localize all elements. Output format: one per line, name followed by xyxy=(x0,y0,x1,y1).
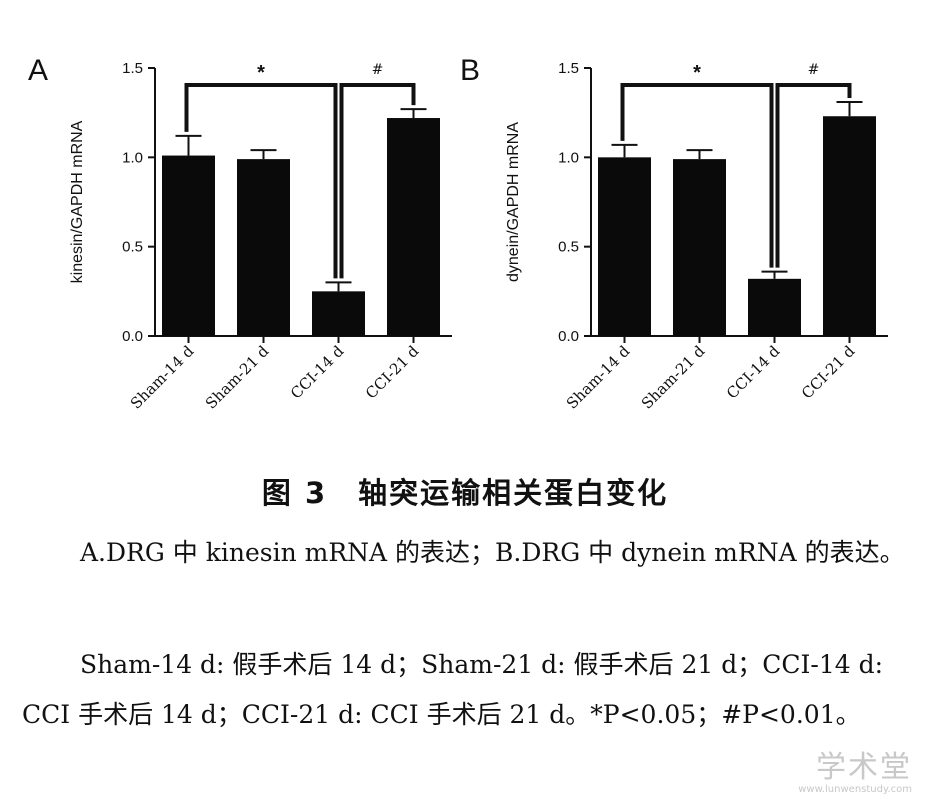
y-tick-label: 0.0 xyxy=(122,328,143,345)
bar xyxy=(598,157,651,336)
significance-symbol: # xyxy=(372,62,384,78)
figure-charts: A 0.0 0.5 1.0 1.5 kinesin/GAPDH mRNA Sham-14 d… xyxy=(28,54,888,413)
y-axis-label: kinesin/GAPDH mRNA xyxy=(69,120,86,283)
y-tick-label: 0.0 xyxy=(558,328,579,345)
y-tick-label: 0.5 xyxy=(122,239,143,256)
category-label: CCI-21 d xyxy=(798,342,859,403)
category-label: CCI-14 d xyxy=(723,342,784,403)
y-tick-label: 1.5 xyxy=(558,60,579,77)
bar xyxy=(162,155,215,336)
watermark-logo: 学术堂 xyxy=(816,750,912,785)
panel-label: A xyxy=(28,54,48,87)
watermark-url: www.lunwenstudy.com xyxy=(798,784,912,795)
figure-title: 图 3 轴突运输相关蛋白变化 xyxy=(261,476,669,510)
panel-a-chart: A 0.0 0.5 1.0 1.5 kinesin/GAPDH mRNA Sham-14 d… xyxy=(28,54,452,413)
y-tick-label: 1.5 xyxy=(122,60,143,77)
significance-symbol: * xyxy=(257,62,265,84)
bar xyxy=(673,159,726,336)
caption-groups: Sham-14 d: 假手术后 14 d；Sham-21 d: 假手术后 21 … xyxy=(22,650,884,729)
y-tick-label: 1.0 xyxy=(558,149,579,166)
category-label: Sham-14 d xyxy=(127,342,198,413)
category-label: Sham-21 d xyxy=(202,342,273,413)
y-tick-label: 1.0 xyxy=(122,149,143,166)
bar xyxy=(387,118,440,336)
category-label: CCI-21 d xyxy=(362,342,423,403)
y-tick-label: 0.5 xyxy=(558,239,579,256)
panel-label: B xyxy=(460,54,480,87)
caption-panels: A.DRG 中 kinesin mRNA 的表达；B.DRG 中 dynein … xyxy=(80,538,905,567)
significance-bracket xyxy=(339,83,416,279)
significance-bracket xyxy=(775,83,852,268)
significance-bracket xyxy=(184,83,338,279)
bar xyxy=(312,291,365,336)
y-axis-label: dynein/GAPDH mRNA xyxy=(505,122,522,282)
category-label: Sham-21 d xyxy=(638,342,709,413)
significance-symbol: # xyxy=(808,62,820,78)
category-label: CCI-14 d xyxy=(287,342,348,403)
significance-bracket xyxy=(620,83,774,268)
bar xyxy=(237,159,290,336)
significance-symbol: * xyxy=(693,62,701,84)
bar xyxy=(823,116,876,337)
category-label: Sham-14 d xyxy=(563,342,634,413)
bar xyxy=(748,278,801,336)
